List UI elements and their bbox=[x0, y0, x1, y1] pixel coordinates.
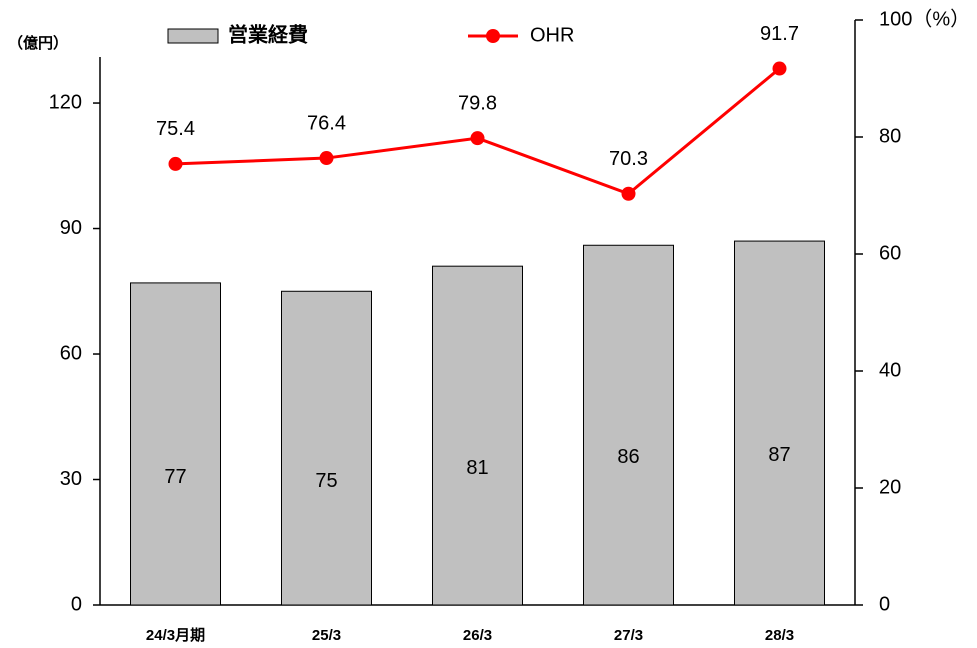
x-tick-label: 27/3 bbox=[614, 627, 643, 644]
ohr-value-label: 79.8 bbox=[458, 92, 497, 114]
y2-tick-label: 60 bbox=[879, 242, 901, 264]
y2-tick-label: 100（%） bbox=[879, 7, 970, 30]
y-tick-label: 120 bbox=[49, 91, 82, 113]
bar bbox=[281, 290, 372, 606]
bar-value-label: 75 bbox=[315, 470, 337, 492]
bar-value-label: 77 bbox=[164, 466, 186, 488]
y2-tick-label: 40 bbox=[879, 359, 901, 381]
ohr-value-label: 75.4 bbox=[156, 118, 195, 140]
y-tick-label: 60 bbox=[60, 342, 82, 364]
ohr-point bbox=[772, 61, 787, 76]
bar-value-label: 81 bbox=[466, 457, 488, 479]
legend-swatch-point bbox=[486, 29, 500, 43]
legend-swatch bbox=[167, 28, 219, 44]
legend-label: OHR bbox=[530, 24, 574, 46]
y-axis-label: （億円） bbox=[8, 34, 68, 52]
y-tick-label: 30 bbox=[60, 468, 82, 490]
y2-tick-label: 20 bbox=[879, 476, 901, 498]
bar bbox=[583, 244, 674, 606]
bar-value-label: 86 bbox=[617, 446, 639, 468]
ohr-point bbox=[168, 156, 183, 171]
y-tick-label: 90 bbox=[60, 217, 82, 239]
ohr-line bbox=[175, 67, 781, 196]
bar-value-label: 87 bbox=[768, 444, 790, 466]
ohr-point bbox=[621, 186, 636, 201]
ohr-point bbox=[470, 131, 485, 146]
y2-tick-label: 80 bbox=[879, 125, 901, 147]
ohr-value-label: 70.3 bbox=[609, 148, 648, 170]
ohr-point bbox=[319, 151, 334, 166]
x-tick-label: 26/3 bbox=[463, 627, 492, 644]
bar bbox=[734, 240, 825, 606]
legend-label: 営業経費 bbox=[228, 22, 308, 46]
bar bbox=[432, 265, 523, 606]
ohr-value-label: 91.7 bbox=[760, 23, 799, 45]
x-tick-label: 24/3月期 bbox=[146, 626, 205, 644]
ohr-value-label: 76.4 bbox=[307, 112, 346, 134]
y2-tick-label: 0 bbox=[879, 593, 890, 615]
x-tick-label: 25/3 bbox=[312, 627, 341, 644]
bar bbox=[130, 282, 221, 606]
x-tick-label: 28/3 bbox=[765, 627, 794, 644]
y-tick-label: 0 bbox=[71, 593, 82, 615]
